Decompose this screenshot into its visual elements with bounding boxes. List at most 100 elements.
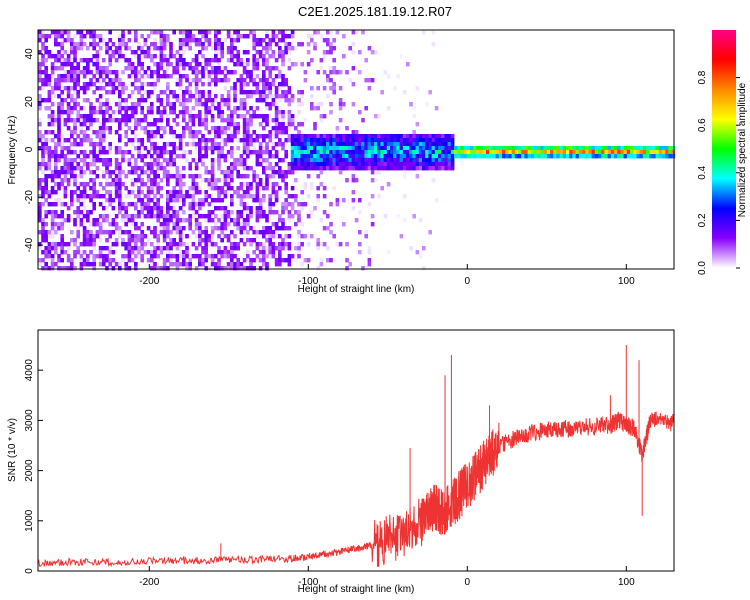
spectrogram-cell xyxy=(76,250,80,255)
spectrogram-cell xyxy=(338,118,343,123)
spectrogram-cell xyxy=(242,78,247,83)
spectrogram-cell xyxy=(108,62,112,67)
spectrogram-cell xyxy=(114,174,119,179)
spectrogram-cell xyxy=(444,142,448,147)
spectrogram-cell xyxy=(313,166,317,171)
spectrogram-cell xyxy=(47,98,52,103)
spectrogram-cell xyxy=(204,142,208,147)
spectrogram-cell xyxy=(198,62,202,67)
spectrogram-cell xyxy=(54,118,58,123)
spectrogram-cell xyxy=(124,230,128,235)
spectrogram-cell xyxy=(73,218,77,223)
spectrogram-cell xyxy=(265,238,269,243)
spectrogram-cell xyxy=(204,198,208,203)
spectrogram-cell xyxy=(143,50,148,55)
spectrogram-cell xyxy=(76,110,80,115)
spectrogram-cell xyxy=(351,66,356,71)
spectrogram-cell xyxy=(338,138,343,143)
spectrogram-cell xyxy=(146,194,151,199)
spectrogram-cell xyxy=(137,150,141,155)
spectrogram-cell xyxy=(226,210,231,215)
spectrogram-cell xyxy=(89,34,93,39)
spectrogram-cell xyxy=(166,266,170,271)
spectrogram-cell xyxy=(412,158,416,163)
spectrogram-cell xyxy=(194,78,199,83)
spectrogram-cell xyxy=(146,150,151,155)
spectrogram-cell xyxy=(262,234,266,239)
spectrogram-cell xyxy=(393,138,397,143)
spectrogram-cell xyxy=(134,242,138,247)
spectrogram-cell xyxy=(441,138,445,143)
spectrogram-cell xyxy=(326,154,330,159)
spectrogram-cell xyxy=(306,62,311,67)
spectrogram-cell xyxy=(332,154,336,159)
spectrogram-cell xyxy=(268,38,272,43)
spectrogram-cell xyxy=(265,114,269,119)
spectrogram-cell xyxy=(92,258,96,263)
spectrogram-cell xyxy=(230,198,234,203)
spectrogram-cell xyxy=(86,238,90,243)
spectrogram-cell xyxy=(108,126,112,131)
spectrogram-cell xyxy=(57,74,61,79)
spectrogram-cell xyxy=(118,262,122,267)
spectrogram-cell xyxy=(92,254,96,259)
spectrogram-cell xyxy=(38,134,42,139)
spectrogram-cell xyxy=(338,150,343,155)
spectrogram-cell xyxy=(70,158,74,163)
spectrogram-cell xyxy=(402,154,407,159)
spectrogram-cell xyxy=(198,102,202,107)
spectrogram-cell xyxy=(367,146,372,151)
spectrogram-cell xyxy=(166,258,170,263)
spectrogram-cell xyxy=(79,30,84,35)
spectrogram-cell xyxy=(230,262,234,267)
spectrogram-cell xyxy=(127,118,132,123)
spectrogram-cell xyxy=(326,42,330,47)
spectrogram-cell xyxy=(130,250,135,255)
spectrogram-cell xyxy=(495,154,500,159)
spectrogram-cell xyxy=(255,198,260,203)
spectrogram-cell xyxy=(428,154,432,159)
spectrogram-cell xyxy=(44,246,48,251)
spectrogram-cell xyxy=(322,38,327,43)
spectrogram-cell xyxy=(169,90,173,95)
spectrogram-cell xyxy=(108,46,112,51)
spectrogram-cell xyxy=(130,214,135,219)
spectrogram-cell xyxy=(79,158,84,163)
spectrogram-cell xyxy=(108,194,112,199)
spectrogram-cell xyxy=(150,58,154,63)
spectrogram-cell xyxy=(76,234,80,239)
spectrogram-cell xyxy=(188,110,192,115)
spectrogram-cell xyxy=(278,158,282,163)
spectrogram-cell xyxy=(66,162,71,167)
spectrogram-cell xyxy=(108,222,112,227)
spectrogram-cell xyxy=(319,146,324,151)
spectrogram-cell xyxy=(233,38,237,43)
spectrogram-cell xyxy=(92,110,96,115)
spectrogram-cell xyxy=(194,142,199,147)
spectrogram-cell xyxy=(370,194,375,199)
spectrogram-cell xyxy=(156,146,160,151)
spectrogram-cell xyxy=(434,142,439,147)
spectrogram-cell xyxy=(402,162,407,167)
spectrogram-cell xyxy=(121,150,125,155)
spectrogram-cell xyxy=(383,154,388,159)
spectrogram-cell xyxy=(153,30,157,35)
spectrogram-cell xyxy=(326,162,330,167)
spectrogram-cell xyxy=(121,158,125,163)
spectrogram-cell xyxy=(550,150,554,155)
spectrogram-cell xyxy=(66,70,71,75)
spectrogram-cell xyxy=(114,150,119,155)
spectrogram-cell xyxy=(137,250,141,255)
spectrogram-cell xyxy=(108,258,112,263)
spectrogram-cell xyxy=(98,142,103,147)
spectrogram-cell xyxy=(95,86,100,91)
spectrogram-cell xyxy=(70,266,74,271)
spectrogram-cell xyxy=(335,198,340,203)
spectrogram-cell xyxy=(265,78,269,83)
spectrogram-cell xyxy=(108,78,112,83)
spectrogram-cell xyxy=(204,58,208,63)
spectrogram-cell xyxy=(76,166,80,171)
spectrogram-cell xyxy=(98,130,103,135)
spectrogram-cell xyxy=(169,214,173,219)
spectrogram-cell xyxy=(146,162,151,167)
